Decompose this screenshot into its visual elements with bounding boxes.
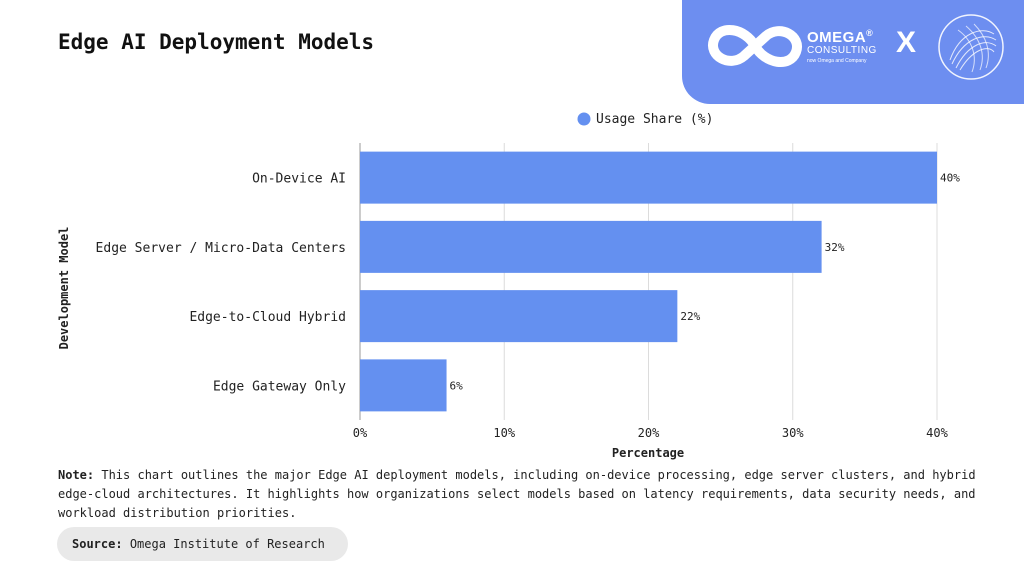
data-label: 40% bbox=[940, 172, 960, 185]
brand-name: OMEGA bbox=[807, 29, 867, 46]
chart-note: Note: This chart outlines the major Edge… bbox=[58, 466, 988, 523]
bar bbox=[360, 359, 447, 412]
data-label: 32% bbox=[825, 241, 845, 254]
x-tick-label: 40% bbox=[926, 426, 948, 440]
bar bbox=[360, 290, 678, 343]
source-text: Omega Institute of Research bbox=[129, 537, 325, 551]
brand-wordmark: OMEGA® CONSULTING now Omega and Company bbox=[807, 26, 877, 66]
brand-separator: X bbox=[896, 26, 917, 59]
x-tick-label: 10% bbox=[493, 426, 515, 440]
legend-swatch bbox=[577, 112, 591, 126]
note-label: Note: bbox=[58, 468, 95, 482]
brand-tagline: now Omega and Company bbox=[807, 58, 867, 64]
brand-sub: CONSULTING bbox=[807, 45, 877, 56]
x-axis-title: Percentage bbox=[612, 446, 684, 460]
bar-chart: Usage Share (%) On-Device AI Edge Server … bbox=[57, 112, 961, 460]
brand-registered: ® bbox=[866, 28, 874, 38]
wireframe-globe-icon bbox=[938, 14, 1004, 80]
category-label: Edge Server / Micro-Data Centers bbox=[96, 241, 346, 256]
brand-header: OMEGA® CONSULTING now Omega and Company … bbox=[682, 0, 1024, 104]
bar bbox=[360, 220, 822, 273]
y-axis-title: Development Model bbox=[57, 227, 71, 350]
chart-title: Edge AI Deployment Models bbox=[58, 30, 375, 54]
x-tick-labels: 0% 10% 20% 30% 40% bbox=[353, 426, 949, 440]
legend-label: Usage Share (%) bbox=[596, 112, 713, 127]
x-tick-label: 20% bbox=[638, 426, 660, 440]
data-labels: 40% 32% 22% 6% bbox=[450, 172, 961, 393]
category-label: Edge Gateway Only bbox=[213, 379, 346, 394]
note-text: This chart outlines the major Edge AI de… bbox=[58, 468, 976, 520]
x-tick-label: 30% bbox=[782, 426, 804, 440]
data-label: 6% bbox=[450, 379, 464, 392]
source-label: Source: bbox=[72, 537, 123, 551]
bar bbox=[360, 151, 937, 204]
infinity-icon bbox=[708, 25, 802, 67]
source-badge: Source: Omega Institute of Research bbox=[57, 527, 348, 561]
category-labels: On-Device AI Edge Server / Micro-Data Cen… bbox=[96, 172, 347, 395]
category-label: On-Device AI bbox=[252, 172, 346, 187]
data-label: 22% bbox=[680, 310, 700, 323]
bars bbox=[360, 151, 937, 412]
category-label: Edge-to-Cloud Hybrid bbox=[189, 310, 346, 325]
chart-legend: Usage Share (%) bbox=[577, 112, 713, 127]
x-tick-label: 0% bbox=[353, 426, 368, 440]
